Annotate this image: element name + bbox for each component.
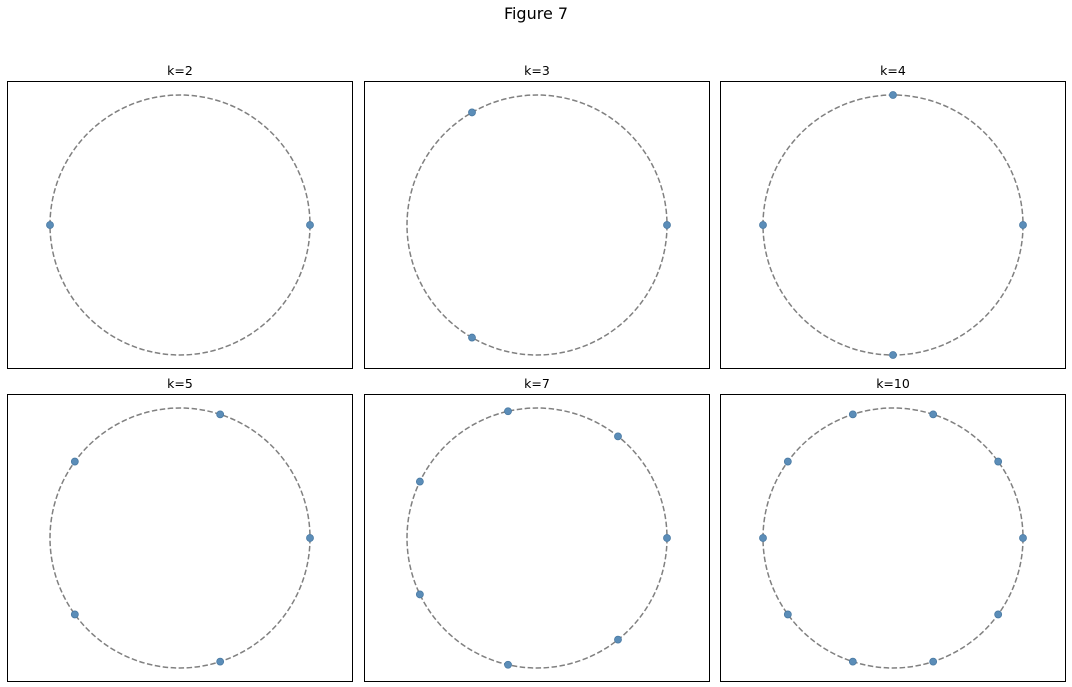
unit-circle — [49, 94, 311, 356]
plot-area — [720, 81, 1066, 369]
panel-title: k=5 — [167, 376, 193, 391]
data-point — [759, 221, 767, 229]
data-point — [1019, 221, 1027, 229]
data-point — [1019, 534, 1027, 542]
data-point — [994, 457, 1003, 466]
axes-frame — [720, 81, 1066, 369]
panel-k3: k=3 — [364, 63, 710, 369]
data-point — [216, 410, 225, 419]
panel-k5: k=5 — [7, 376, 353, 682]
axes-frame — [364, 394, 710, 682]
plot-area — [7, 81, 353, 369]
data-point — [663, 534, 671, 542]
data-point — [306, 534, 314, 542]
data-point — [70, 457, 79, 466]
panel-k7: k=7 — [364, 376, 710, 682]
data-point — [70, 610, 79, 619]
axes-frame — [7, 81, 353, 369]
data-point — [889, 91, 897, 99]
data-point — [468, 108, 476, 117]
data-point — [848, 410, 857, 419]
data-point — [994, 610, 1003, 619]
data-point — [614, 432, 622, 441]
panel-title: k=7 — [524, 376, 550, 391]
unit-circle — [762, 94, 1024, 356]
plot-area — [364, 394, 710, 682]
data-point — [929, 410, 938, 419]
data-point — [759, 534, 767, 542]
plot-area — [7, 394, 353, 682]
panel-k2: k=2 — [7, 63, 353, 369]
unit-circle — [762, 407, 1024, 669]
panel-title: k=10 — [876, 376, 910, 391]
figure-title: Figure 7 — [503, 4, 569, 23]
data-point — [216, 657, 225, 666]
data-point — [504, 660, 512, 669]
panel-k10: k=10 — [720, 376, 1066, 682]
panel-k4: k=4 — [720, 63, 1066, 369]
unit-circle — [406, 407, 668, 669]
plot-area — [364, 81, 710, 369]
data-point — [504, 407, 512, 416]
data-point — [663, 221, 671, 229]
data-point — [415, 590, 424, 599]
axes-frame — [364, 81, 710, 369]
data-point — [929, 657, 938, 666]
data-point — [848, 657, 857, 666]
data-point — [783, 457, 792, 466]
data-point — [46, 221, 54, 229]
unit-circle — [49, 407, 311, 669]
data-point — [783, 610, 792, 619]
data-point — [614, 635, 622, 644]
data-point — [415, 477, 424, 486]
panel-title: k=2 — [167, 63, 193, 78]
data-point — [468, 333, 476, 342]
unit-circle — [406, 94, 668, 356]
data-point — [306, 221, 314, 229]
panel-title: k=4 — [880, 63, 906, 78]
plot-area — [720, 394, 1066, 682]
axes-frame — [7, 394, 353, 682]
data-point — [889, 351, 897, 359]
axes-frame — [720, 394, 1066, 682]
panel-title: k=3 — [524, 63, 550, 78]
